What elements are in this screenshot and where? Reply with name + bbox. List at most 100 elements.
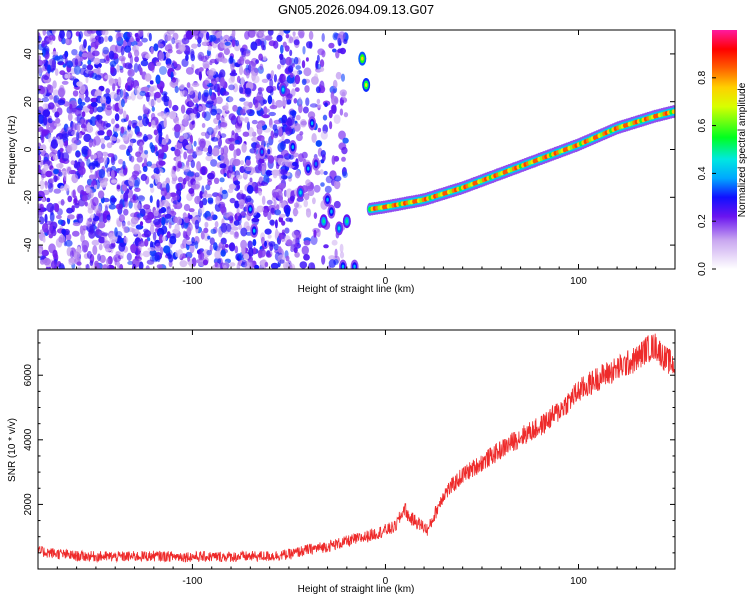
noise-speckle (42, 103, 49, 110)
noise-speckle (216, 112, 221, 121)
noise-speckle (271, 98, 275, 109)
noise-speckle (260, 110, 264, 117)
noise-speckle (251, 30, 257, 34)
noise-speckle (94, 74, 102, 81)
noise-speckle (286, 239, 293, 247)
noise-speckle (158, 51, 165, 62)
noise-speckle (214, 250, 222, 259)
noise-speckle (294, 170, 301, 179)
noise-speckle (323, 244, 329, 249)
noise-speckle (209, 60, 213, 66)
colorbar-tick-label: 0.2 (697, 214, 708, 228)
snr-ylabel: SNR (10 * v/v) (7, 418, 18, 482)
noise-speckle (316, 98, 321, 105)
noise-speckle (149, 224, 155, 235)
peak-core (345, 219, 349, 224)
noise-speckle (194, 219, 200, 230)
noise-speckle (243, 50, 251, 57)
noise-speckle (277, 239, 281, 245)
noise-speckle (155, 151, 159, 157)
noise-speckle (136, 156, 143, 163)
noise-speckle (57, 149, 61, 160)
noise-speckle (225, 102, 229, 113)
noise-speckle (88, 216, 93, 224)
noise-speckle (258, 53, 263, 61)
noise-speckle (54, 68, 59, 76)
noise-speckle (146, 259, 155, 265)
noise-speckle (103, 120, 109, 130)
noise-speckle (51, 30, 57, 35)
noise-speckle (48, 234, 53, 239)
noise-speckle (106, 214, 111, 221)
noise-speckle (240, 76, 245, 86)
noise-speckle (275, 204, 280, 211)
noise-speckle (129, 54, 133, 65)
noise-speckle (120, 98, 125, 108)
noise-speckle (170, 146, 176, 152)
noise-speckle (295, 114, 301, 121)
noise-speckle (105, 258, 110, 265)
noise-speckle (169, 235, 177, 245)
noise-speckle (48, 134, 52, 143)
noise-speckle (146, 161, 152, 167)
noise-speckle (289, 195, 295, 202)
noise-speckle (53, 188, 62, 194)
noise-speckle (294, 74, 301, 85)
noise-speckle (156, 264, 163, 269)
noise-speckle (172, 194, 180, 201)
noise-speckle (235, 148, 241, 157)
noise-speckle (110, 197, 117, 203)
spectral-peak (250, 223, 259, 238)
noise-speckle (243, 172, 248, 178)
peak-core (299, 190, 302, 195)
noise-speckle (196, 112, 201, 119)
noise-speckle (103, 240, 111, 249)
noise-speckle (86, 250, 92, 259)
noise-speckle (339, 243, 344, 253)
noise-speckle (148, 99, 157, 107)
noise-speckle (115, 231, 123, 238)
noise-speckle (229, 197, 236, 204)
noise-speckle (255, 59, 259, 64)
noise-speckle (176, 183, 181, 190)
noise-speckle (246, 155, 251, 160)
noise-speckle (273, 155, 277, 161)
noise-speckle (39, 229, 44, 236)
noise-speckle (207, 92, 214, 101)
noise-speckle (92, 245, 98, 256)
noise-speckle (188, 188, 195, 194)
noise-speckle (199, 200, 204, 209)
noise-speckle (281, 174, 288, 180)
noise-speckle (264, 108, 270, 113)
noise-speckle (177, 249, 184, 259)
noise-speckle (186, 240, 192, 245)
noise-speckle (46, 84, 52, 91)
noise-speckle (215, 196, 221, 205)
noise-speckle (115, 32, 122, 42)
noise-speckle (304, 85, 310, 93)
noise-speckle (84, 201, 88, 207)
noise-speckle (321, 154, 326, 162)
peak-core (281, 87, 285, 92)
noise-speckle (321, 255, 326, 265)
noise-speckle (244, 59, 250, 65)
noise-speckle (139, 221, 144, 227)
noise-speckle (300, 120, 307, 126)
noise-speckle (329, 121, 333, 130)
spectral-peak (327, 204, 336, 219)
noise-speckle (171, 37, 176, 45)
noise-speckle (233, 149, 237, 160)
noise-speckle (200, 230, 205, 240)
noise-speckle (292, 31, 296, 37)
noise-speckle (101, 232, 109, 237)
noise-speckle (315, 86, 321, 94)
noise-speckle (231, 226, 239, 231)
noise-speckle (274, 209, 282, 216)
noise-speckle (51, 51, 59, 56)
noise-speckle (193, 140, 197, 147)
noise-speckle (130, 243, 137, 254)
noise-speckle (108, 79, 115, 84)
noise-speckle (122, 134, 129, 142)
noise-speckle (68, 259, 75, 266)
noise-speckle (261, 195, 266, 205)
